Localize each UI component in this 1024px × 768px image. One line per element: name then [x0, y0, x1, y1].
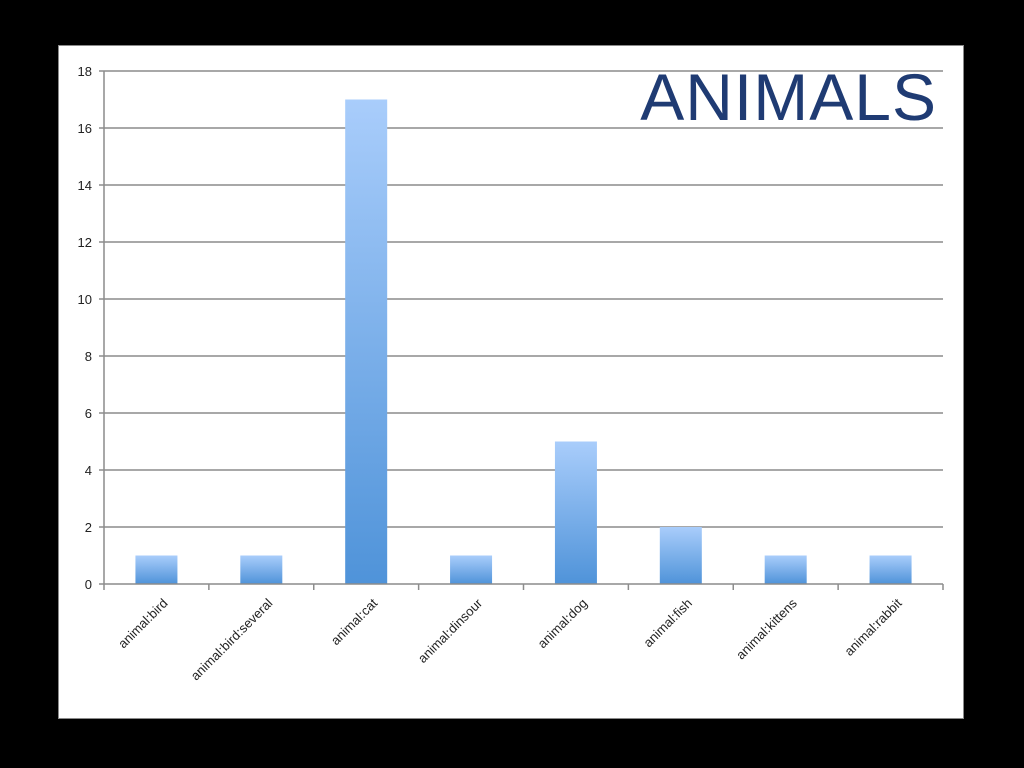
x-category-label: animal:dog [534, 596, 590, 652]
y-tick-label: 12 [78, 235, 92, 250]
bar-animal-fish [659, 527, 702, 584]
x-axis-labels: animal:bird animal:bird:several animal:cat… [115, 595, 905, 683]
x-category-label: animal:bird:several [188, 595, 276, 683]
x-category-label: animal:rabbit [841, 595, 905, 659]
bar-chart: 0 2 4 6 8 10 12 14 16 18 animal:bird animal:bird:s… [78, 64, 944, 683]
x-category-label: animal:dinsour [415, 595, 486, 666]
bar-animal-bird-several [240, 555, 283, 584]
y-tick-label: 18 [78, 64, 92, 79]
chart-slide: ANIMALS 0 2 4 6 8 10 12 14 16 18 animal:bird anima… [58, 45, 964, 719]
y-tick-label: 10 [78, 292, 92, 307]
bar-animal-dog [554, 441, 597, 584]
bar-animal-rabbit [869, 555, 912, 584]
y-axis-ticks: 0 2 4 6 8 10 12 14 16 18 [78, 64, 104, 592]
y-tick-label: 6 [85, 406, 92, 421]
y-tick-label: 14 [78, 178, 92, 193]
axes [103, 71, 944, 590]
y-tick-label: 0 [85, 577, 92, 592]
y-tick-label: 2 [85, 520, 92, 535]
x-category-label: animal:cat [328, 595, 381, 648]
bars [135, 99, 912, 584]
bar-animal-bird [135, 555, 178, 584]
bar-animal-kittens [764, 555, 807, 584]
bar-animal-dinsour [450, 555, 493, 584]
chart-title: ANIMALS [640, 60, 937, 134]
y-tick-label: 16 [78, 121, 92, 136]
y-tick-label: 8 [85, 349, 92, 364]
y-tick-label: 4 [85, 463, 92, 478]
gridlines [104, 70, 943, 528]
bar-animal-cat [345, 99, 388, 584]
x-category-label: animal:bird [115, 596, 171, 652]
x-category-label: animal:kittens [733, 595, 800, 662]
x-category-label: animal:fish [640, 596, 695, 651]
